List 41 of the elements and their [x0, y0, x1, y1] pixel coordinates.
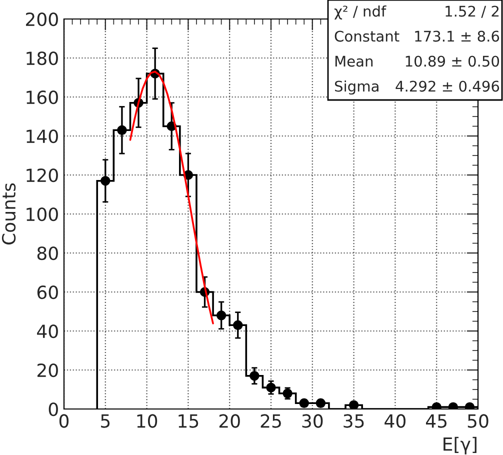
- y-tick-label: 80: [37, 246, 58, 260]
- y-tick-label: 140: [26, 129, 58, 144]
- point: [299, 398, 309, 408]
- point: [233, 320, 243, 330]
- point: [348, 400, 359, 409]
- y-tick-label: 60: [37, 285, 58, 300]
- x-tick-label: 45: [426, 414, 447, 428]
- y-tick-label: 180: [26, 51, 58, 66]
- point: [100, 176, 110, 186]
- x-tick-label: 20: [219, 414, 240, 428]
- x-tick-label: 50: [468, 414, 488, 428]
- annotation: χ² / ndf: [334, 5, 386, 20]
- point: [216, 310, 226, 320]
- x-tick-label: 40: [384, 414, 406, 428]
- x-tick-label: 0: [59, 414, 69, 428]
- point: [250, 370, 260, 381]
- x-tick-label: 25: [260, 414, 281, 428]
- annotation: 10.89 ± 0.50: [406, 56, 500, 67]
- y-tick-label: 200: [26, 12, 58, 26]
- annotation: Constant: [334, 30, 400, 42]
- y-tick-label: 0: [48, 402, 58, 416]
- point: [117, 125, 127, 136]
- y-tick-label: 20: [37, 363, 58, 378]
- x-tick-label: 5: [101, 414, 110, 428]
- annotation: 4.292 ± 0.496: [396, 80, 500, 92]
- y-tick-label: 160: [26, 90, 58, 104]
- annotation: Mean: [335, 56, 373, 67]
- point: [316, 398, 326, 408]
- x-tick-label: 30: [302, 414, 323, 428]
- y-tick-label: 120: [26, 168, 58, 182]
- x-tick-label: 15: [178, 414, 198, 428]
- y-tick-label: 100: [26, 207, 58, 222]
- x-axis-title: E[γ]: [444, 436, 476, 454]
- text: 1.52 / 2: [446, 6, 499, 18]
- annotation: Sigma: [335, 80, 378, 95]
- y-axis-title: Counts: [2, 183, 16, 244]
- point: [266, 382, 276, 392]
- y-tick-label: 40: [37, 324, 58, 338]
- annotation: 173.1 ± 8.6: [415, 30, 500, 42]
- x-tick-label: 10: [137, 414, 158, 428]
- x-tick-label: 35: [344, 414, 364, 428]
